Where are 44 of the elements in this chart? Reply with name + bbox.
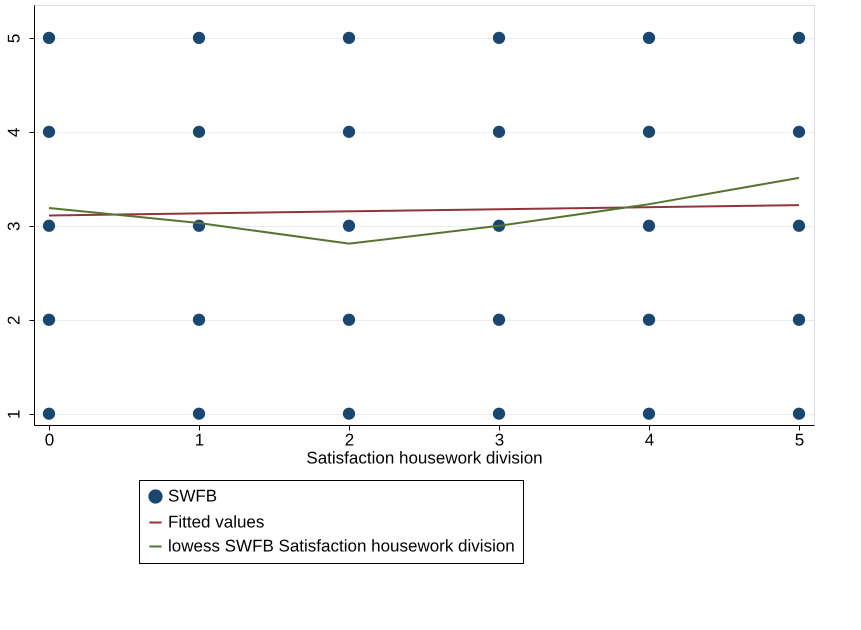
x-tick-label: 3 (494, 430, 504, 450)
point (792, 126, 806, 138)
point (42, 126, 56, 138)
point (42, 314, 56, 326)
x-tick-label: 1 (194, 430, 204, 450)
x-tick-label: 5 (794, 430, 804, 450)
point (342, 220, 356, 232)
legend-label: lowess SWFB Satisfaction housework division (168, 536, 515, 556)
line-series (48, 176, 800, 245)
point (342, 126, 356, 138)
point (342, 314, 356, 326)
x-tick-label: 2 (344, 430, 354, 450)
point (42, 408, 56, 420)
point (42, 220, 56, 232)
legend-label: Fitted values (168, 512, 264, 532)
point (492, 314, 506, 326)
point (492, 408, 506, 420)
point (342, 408, 356, 420)
x-tick-label: 4 (644, 430, 654, 450)
y-tick-label: 5 (4, 34, 24, 44)
y-tick-label: 3 (4, 222, 24, 232)
point (792, 408, 806, 420)
legend-label: SWFB (168, 486, 218, 506)
point (342, 32, 356, 44)
y-tick-label: 1 (4, 409, 24, 419)
point (792, 314, 806, 326)
point (192, 32, 206, 44)
point (492, 126, 506, 138)
point (792, 32, 806, 44)
point (192, 314, 206, 326)
x-axis-title: Satisfaction housework division (306, 448, 543, 468)
y-tick-label: 4 (4, 128, 24, 138)
point (642, 408, 656, 420)
x-tick-label: 0 (44, 430, 54, 450)
point (642, 32, 656, 44)
point (42, 32, 56, 44)
y-tick-label: 2 (4, 316, 24, 325)
point (642, 220, 656, 232)
point (492, 32, 506, 44)
point (192, 126, 206, 138)
point (192, 408, 206, 420)
point (642, 126, 656, 138)
point (642, 314, 656, 326)
point (792, 220, 806, 232)
